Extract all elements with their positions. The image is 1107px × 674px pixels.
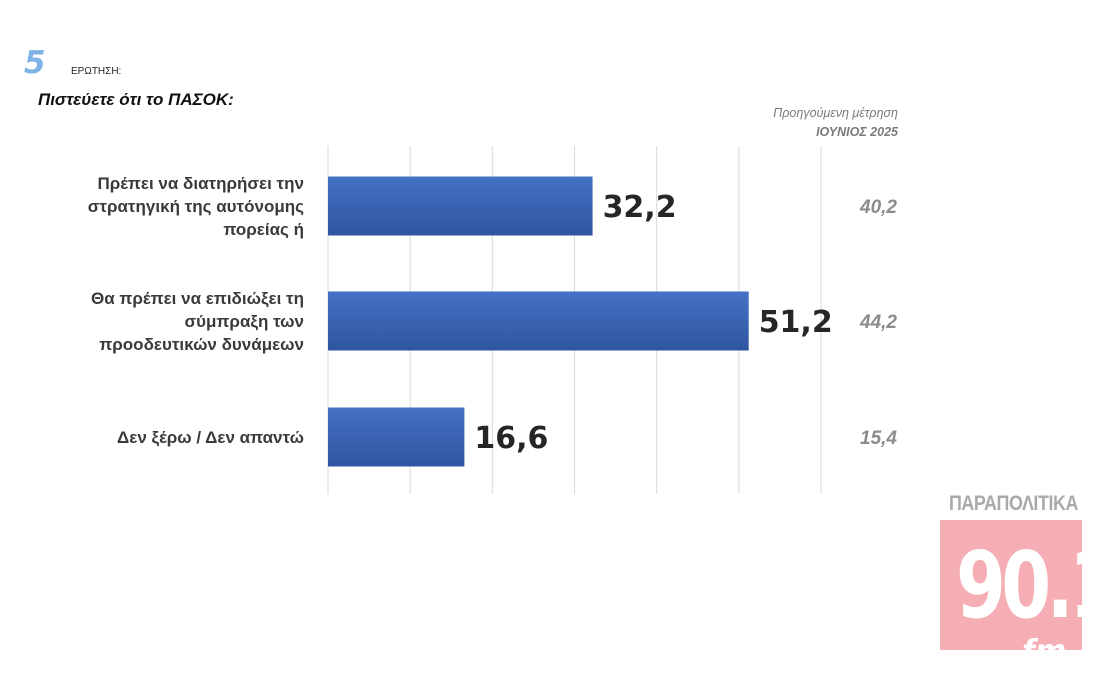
radio-logo: ΠΑΡΑΠΟΛΙΤΙΚΑ 90.1 fm	[938, 492, 1107, 669]
category-label: Δεν ξέρω / Δεν απαντώ	[117, 428, 304, 447]
category-label: προοδευτικών δυνάμεων	[99, 335, 304, 354]
category-label: Πρέπει να διατηρήσει την	[97, 174, 304, 193]
category-label: στρατηγική της αυτόνομης	[88, 197, 304, 216]
previous-measurement-title: Προηγούμενη μέτρηση	[773, 106, 898, 120]
data-label: 51,2	[759, 305, 833, 340]
data-label: 16,6	[474, 421, 548, 456]
data-label: 32,2	[603, 190, 677, 225]
previous-value-label: 44,2	[859, 312, 897, 333]
category-label: σύμπραξη των	[184, 312, 304, 331]
question-title: Πιστεύετε ότι το ΠΑΣΟΚ:	[38, 90, 234, 109]
logo-box: 90.1 fm	[940, 520, 1107, 669]
bar	[328, 291, 749, 351]
previous-measurement-date: ΙΟΥΝΙΟΣ 2025	[816, 125, 898, 139]
logo-frequency: 90.1	[956, 532, 1107, 639]
previous-value-label: 15,4	[860, 428, 897, 449]
category-label: πορείας ή	[223, 220, 304, 239]
logo-brand-text: ΠΑΡΑΠΟΛΙΤΙΚΑ	[948, 492, 1078, 515]
question-number: 5	[24, 45, 46, 81]
previous-value-label: 40,2	[859, 197, 897, 218]
bar	[328, 176, 593, 236]
previous-measurement-header: Προηγούμενη μέτρηση ΙΟΥΝΙΟΣ 2025	[773, 104, 898, 142]
bar	[328, 407, 465, 467]
logo-fm: fm	[1022, 634, 1067, 669]
category-label: Θα πρέπει να επιδιώξει τη	[91, 289, 304, 308]
question-label: ΕΡΩΤΗΣΗ:	[71, 66, 122, 77]
